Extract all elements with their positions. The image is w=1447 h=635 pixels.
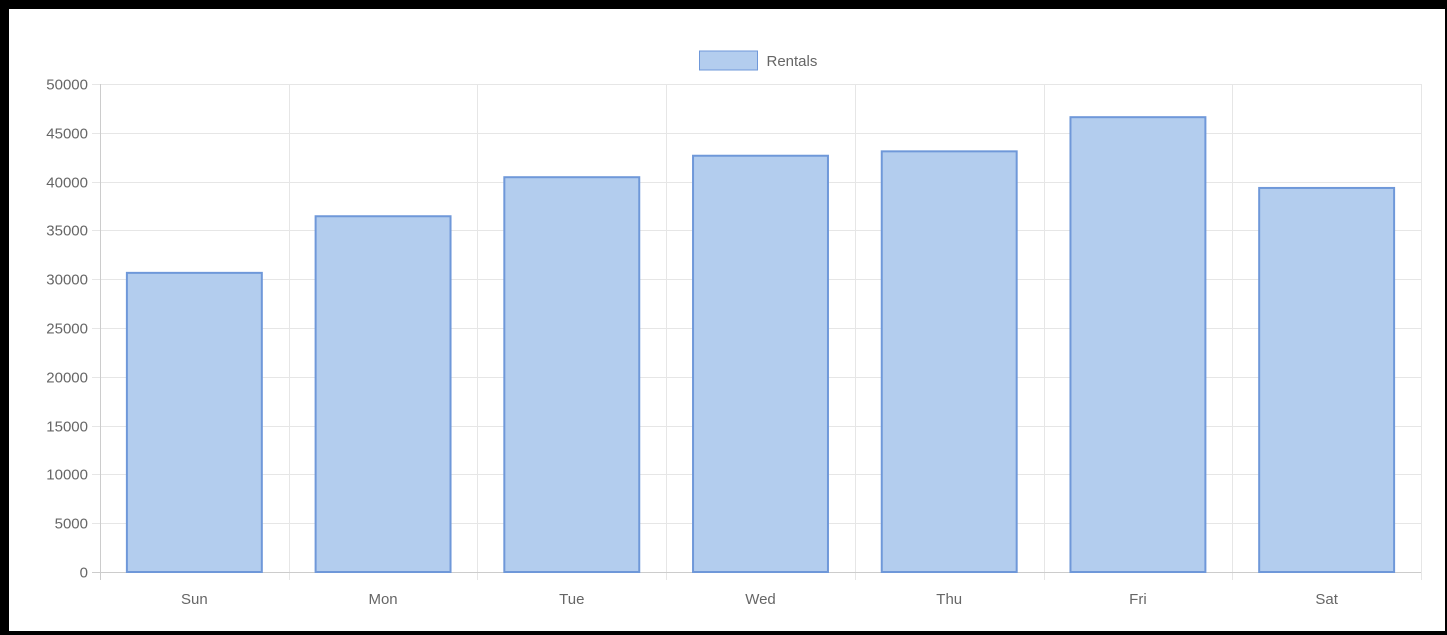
y-tick-label: 35000 bbox=[46, 223, 88, 240]
legend-swatch-rentals[interactable] bbox=[699, 50, 758, 71]
x-tick-label: Sun bbox=[181, 591, 208, 608]
y-tick-label: 50000 bbox=[46, 77, 88, 94]
bar-sun bbox=[125, 271, 263, 573]
y-tick-label: 10000 bbox=[46, 467, 88, 484]
y-tick-label: 30000 bbox=[46, 272, 88, 289]
x-tick-label: Tue bbox=[559, 591, 584, 608]
bar-mon bbox=[314, 215, 452, 574]
x-tick-label: Wed bbox=[745, 591, 776, 608]
y-tick-label: 20000 bbox=[46, 370, 88, 387]
x-tick-label: Fri bbox=[1129, 591, 1147, 608]
y-tick-label: 45000 bbox=[46, 126, 88, 143]
bar-thu bbox=[880, 150, 1018, 573]
bar-wed bbox=[692, 154, 829, 573]
x-tick-label: Mon bbox=[368, 591, 397, 608]
legend-label-rentals[interactable]: Rentals bbox=[767, 53, 818, 70]
bars bbox=[125, 116, 1396, 574]
x-tick-label: Sat bbox=[1315, 591, 1338, 608]
bar-sat bbox=[1258, 186, 1396, 573]
x-tick-label: Thu bbox=[936, 591, 962, 608]
legend[interactable]: Rentals bbox=[699, 50, 818, 71]
y-tick-label: 25000 bbox=[46, 321, 88, 338]
y-tick-label: 0 bbox=[80, 565, 88, 582]
bar-tue bbox=[503, 176, 641, 573]
y-tick-label: 5000 bbox=[55, 516, 88, 533]
tick-labels: 0 5000 10000 15000 20000 25000 30000 35000 40000… bbox=[46, 77, 1338, 609]
y-tick-label: 40000 bbox=[46, 175, 88, 192]
y-tick-label: 15000 bbox=[46, 419, 88, 436]
bar-fri bbox=[1069, 116, 1207, 574]
